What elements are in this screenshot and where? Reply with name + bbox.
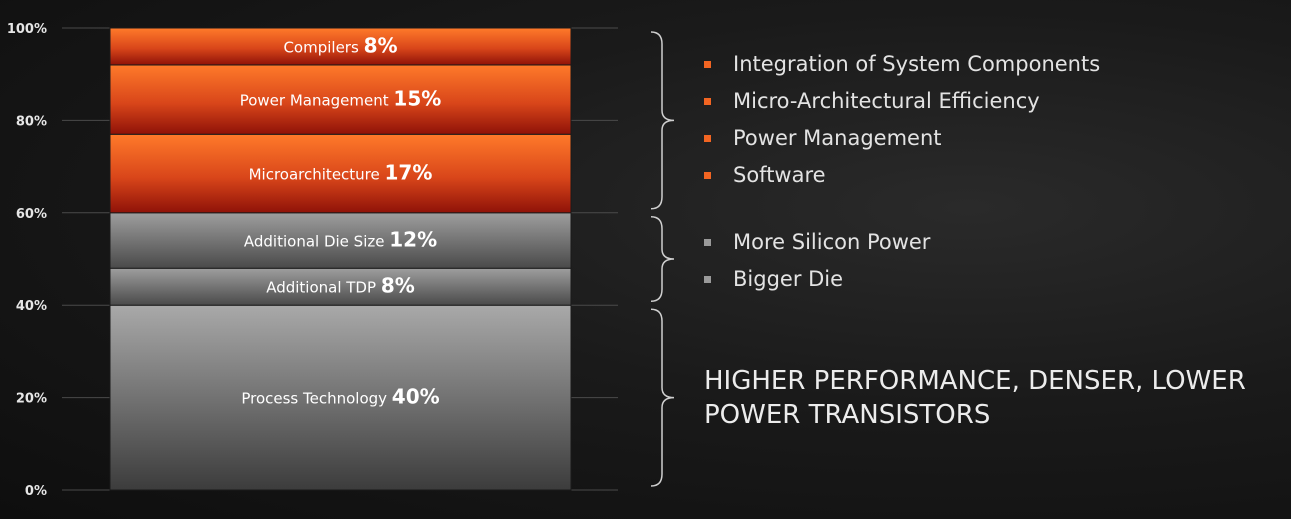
- segment-value: 15%: [393, 87, 441, 111]
- list-item-text: Integration of System Components: [733, 52, 1101, 76]
- square-bullet-icon: [704, 172, 711, 179]
- bar-segment-group: Power Management 15%: [109, 64, 572, 135]
- y-tick-label: 80%: [16, 114, 47, 129]
- list-item-text: Software: [733, 163, 826, 187]
- square-bullet-icon: [704, 239, 711, 246]
- silicon-factors-list: More Silicon Power Bigger Die: [704, 224, 930, 298]
- segment-name: Microarchitecture: [249, 166, 385, 184]
- bar-segment: [109, 304, 572, 491]
- segment-label: Additional TDP 8%: [266, 274, 415, 298]
- list-item: More Silicon Power: [704, 224, 930, 261]
- list-item-text: Bigger Die: [733, 267, 844, 291]
- segment-name: Additional Die Size: [244, 233, 389, 251]
- segment-value: 12%: [389, 228, 437, 252]
- square-bullet-icon: [704, 98, 711, 105]
- segment-label: Process Technology 40%: [241, 385, 439, 409]
- bar-segment: [109, 27, 572, 66]
- braces: [650, 31, 675, 487]
- list-item-text: More Silicon Power: [733, 230, 931, 254]
- list-item: Integration of System Components: [704, 46, 1100, 83]
- y-tick-label: 0%: [25, 484, 47, 499]
- brace-process: [650, 308, 675, 487]
- list-item: Bigger Die: [704, 261, 930, 298]
- bar-segment-group: Microarchitecture 17%: [109, 133, 572, 214]
- segment-name: Additional TDP: [266, 279, 381, 297]
- y-tick-label: 100%: [7, 22, 47, 37]
- segment-label: Compilers 8%: [283, 33, 397, 57]
- design-factors-list: Integration of System Components Micro-Ar…: [704, 46, 1100, 194]
- square-bullet-icon: [704, 276, 711, 283]
- bar-segment-group: Process Technology 40%: [109, 304, 572, 491]
- segment-name: Power Management: [240, 92, 394, 110]
- y-tick-label: 60%: [16, 207, 47, 222]
- square-bullet-icon: [704, 61, 711, 68]
- segment-value: 8%: [381, 274, 415, 298]
- segment-label: Microarchitecture 17%: [249, 161, 433, 185]
- square-bullet-icon: [704, 135, 711, 142]
- y-tick-label: 20%: [16, 392, 47, 407]
- segment-name: Process Technology: [241, 390, 391, 408]
- segment-value: 40%: [392, 385, 440, 409]
- brace-silicon: [650, 216, 675, 302]
- segment-value: 17%: [385, 161, 433, 185]
- stacked-bar: Process Technology 40%Additional TDP 8%A…: [109, 27, 572, 491]
- bar-segment-group: Compilers 8%: [109, 27, 572, 66]
- bar-segment-group: Additional TDP 8%: [109, 267, 572, 306]
- list-item: Micro-Architectural Efficiency: [704, 83, 1100, 120]
- segment-label: Additional Die Size 12%: [244, 228, 437, 252]
- segment-label: Power Management 15%: [240, 87, 442, 111]
- segment-name: Compilers: [283, 38, 363, 56]
- y-axis: 0% 20% 40% 60% 80% 100%: [7, 22, 47, 499]
- brace-design: [650, 31, 675, 210]
- list-item-text: Micro-Architectural Efficiency: [733, 89, 1040, 113]
- list-item: Power Management: [704, 120, 1100, 157]
- process-headline: HIGHER PERFORMANCE, DENSER, LOWER POWER …: [704, 366, 1246, 430]
- bar-segment-group: Additional Die Size 12%: [109, 212, 572, 269]
- list-item: Software: [704, 157, 1100, 194]
- segment-value: 8%: [364, 33, 398, 57]
- list-item-text: Power Management: [733, 126, 942, 150]
- y-tick-label: 40%: [16, 299, 47, 314]
- bar-segment: [109, 64, 572, 135]
